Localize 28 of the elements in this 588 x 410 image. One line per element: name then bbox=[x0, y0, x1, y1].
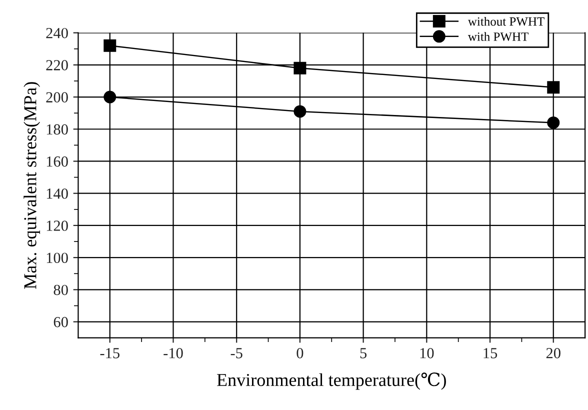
point bbox=[547, 116, 560, 129]
x-tick-label: -15 bbox=[100, 348, 120, 358]
legend-label: with PWHT bbox=[468, 32, 528, 41]
point bbox=[104, 39, 116, 52]
x-tick-label: 5 bbox=[360, 348, 367, 358]
x-tick-label: 0 bbox=[296, 348, 304, 358]
y-tick-label: 140 bbox=[46, 188, 68, 199]
y-tick-label: 120 bbox=[46, 220, 68, 231]
y-tick-label: 240 bbox=[46, 28, 68, 38]
y-axis-title: Max. equivalent stress(MPa) bbox=[24, 82, 40, 289]
x-tick-label: 10 bbox=[420, 348, 434, 358]
y-tick-label: 80 bbox=[54, 284, 68, 296]
x-tick-label: -5 bbox=[230, 348, 242, 358]
x-axis-title: Environmental temperature(℃) bbox=[217, 372, 446, 390]
point bbox=[547, 81, 560, 94]
point bbox=[104, 90, 116, 104]
y-tick-label: 160 bbox=[46, 156, 68, 167]
y-tick-label: 100 bbox=[46, 252, 68, 264]
y-tick-label: 180 bbox=[46, 124, 68, 135]
y-tick-label: 200 bbox=[46, 92, 68, 102]
point bbox=[294, 105, 306, 118]
point bbox=[294, 62, 306, 74]
y-tick-label: 220 bbox=[46, 60, 68, 70]
x-tick-label: -10 bbox=[164, 348, 183, 358]
legend-label: without PWHT bbox=[468, 16, 544, 26]
x-tick-label: 15 bbox=[484, 348, 498, 358]
x-tick-label: 20 bbox=[546, 348, 560, 358]
y-tick-label: 60 bbox=[54, 316, 68, 328]
